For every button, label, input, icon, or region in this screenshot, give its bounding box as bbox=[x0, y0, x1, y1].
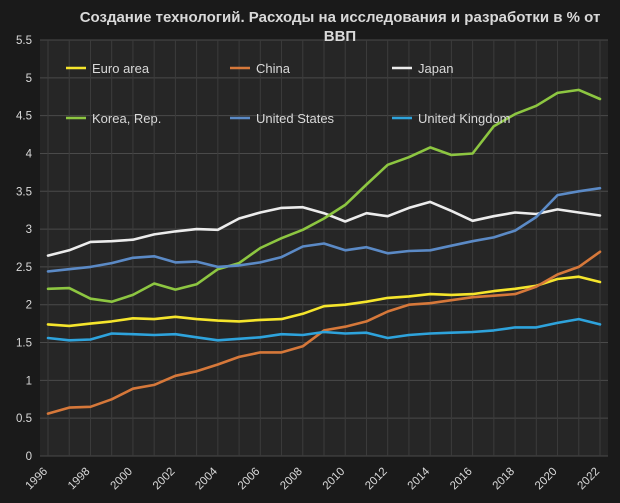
x-tick-label: 2008 bbox=[278, 466, 305, 493]
y-tick-label: 3 bbox=[26, 224, 32, 236]
x-tick-label: 2010 bbox=[321, 466, 348, 493]
x-tick-label: 2022 bbox=[576, 466, 603, 493]
series-line-china bbox=[46, 250, 602, 415]
series-line-japan bbox=[46, 200, 602, 257]
y-tick-label: 5.5 bbox=[16, 35, 32, 47]
chart-title-line-2: ВВП bbox=[324, 28, 356, 45]
legend-label-united-states: United States bbox=[256, 111, 335, 126]
legend-label-euro-area: Euro area bbox=[92, 61, 150, 76]
x-tick-label: 2012 bbox=[363, 466, 390, 493]
series-line-korea-rep bbox=[46, 88, 602, 303]
series-line-euro-area bbox=[46, 275, 602, 328]
series-line-united-kingdom bbox=[46, 317, 602, 342]
series-line-united-states bbox=[46, 186, 602, 273]
x-tick-label: 1998 bbox=[66, 466, 93, 493]
y-tick-label: 2.5 bbox=[16, 262, 32, 274]
series-lines bbox=[46, 88, 602, 415]
legend-label-japan: Japan bbox=[418, 61, 453, 76]
y-tick-label: 3.5 bbox=[16, 186, 32, 198]
x-tick-label: 2004 bbox=[193, 465, 220, 492]
x-tick-label: 2006 bbox=[236, 466, 263, 493]
legend-label-united-kingdom: United Kingdom bbox=[418, 111, 511, 126]
y-tick-label: 2 bbox=[26, 300, 32, 312]
y-tick-label: 0 bbox=[26, 451, 32, 463]
x-tick-label: 2002 bbox=[151, 466, 178, 493]
x-tick-label: 2016 bbox=[448, 466, 475, 493]
y-tick-label: 1 bbox=[26, 375, 32, 387]
x-tick-label: 2000 bbox=[108, 466, 135, 493]
x-tick-label: 2018 bbox=[491, 466, 518, 493]
y-tick-label: 0.5 bbox=[16, 413, 32, 425]
legend: Euro area China Japan Korea, Rep. United Sta… bbox=[66, 61, 511, 126]
grid-lines bbox=[40, 39, 608, 457]
y-tick-label: 4.5 bbox=[16, 111, 32, 123]
x-tick-label: 2014 bbox=[406, 465, 433, 492]
x-tick-label: 1996 bbox=[24, 466, 51, 493]
legend-label-china: China bbox=[256, 61, 291, 76]
y-tick-label: 5 bbox=[26, 73, 32, 85]
chart-title-line-1: Создание технологий. Расходы на исследов… bbox=[80, 9, 601, 26]
y-tick-label: 4 bbox=[26, 148, 33, 160]
x-tick-label: 2020 bbox=[533, 466, 560, 493]
y-tick-label: 1.5 bbox=[16, 338, 32, 350]
legend-label-korea-rep: Korea, Rep. bbox=[92, 111, 161, 126]
